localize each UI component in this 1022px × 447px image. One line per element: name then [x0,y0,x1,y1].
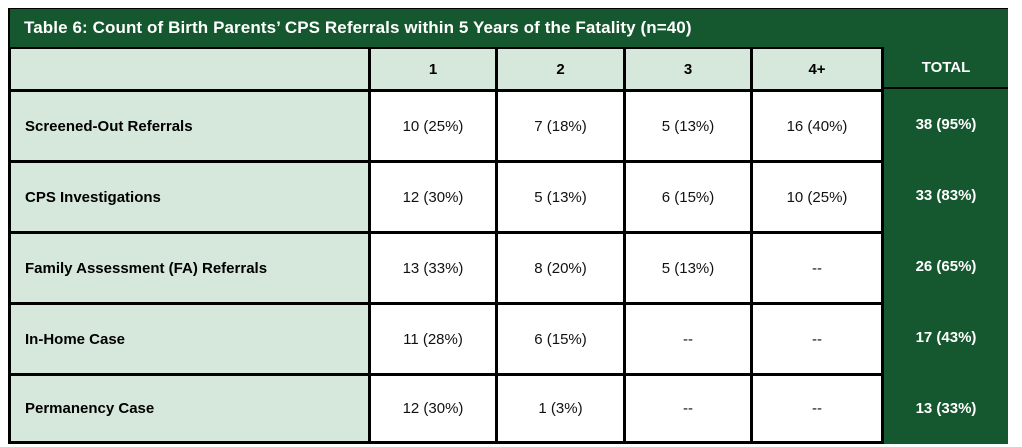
total-cell: 33 (83%) [884,160,1008,231]
row-label-permanency-case: Permanency Case [8,373,371,444]
table-title: Table 6: Count of Birth Parents’ CPS Ref… [8,8,1008,47]
data-cell: 11 (28%) [371,302,498,373]
data-cell: 13 (33%) [371,231,498,302]
cps-referrals-table: Table 6: Count of Birth Parents’ CPS Ref… [8,8,1008,444]
column-header-total: TOTAL [884,47,1008,89]
column-header-1: 1 [371,47,498,89]
row-label-cps-investigations: CPS Investigations [8,160,371,231]
data-cell: 6 (15%) [626,160,753,231]
data-cell: -- [626,373,753,444]
data-cell: 16 (40%) [753,89,884,160]
data-cell: -- [753,231,884,302]
total-cell: 38 (95%) [884,89,1008,160]
header-blank-cell [8,47,371,89]
data-cell: 12 (30%) [371,160,498,231]
data-cell: 12 (30%) [371,373,498,444]
data-cell: 5 (13%) [626,231,753,302]
data-cell: 6 (15%) [498,302,626,373]
data-cell: 1 (3%) [498,373,626,444]
data-cell: -- [626,302,753,373]
data-cell: -- [753,373,884,444]
row-label-family-assessment-referrals: Family Assessment (FA) Referrals [8,231,371,302]
column-header-4plus: 4+ [753,47,884,89]
data-cell: -- [753,302,884,373]
data-cell: 5 (13%) [498,160,626,231]
total-cell: 26 (65%) [884,231,1008,302]
column-header-3: 3 [626,47,753,89]
total-cell: 13 (33%) [884,373,1008,444]
data-cell: 5 (13%) [626,89,753,160]
data-cell: 10 (25%) [371,89,498,160]
data-cell: 10 (25%) [753,160,884,231]
column-header-2: 2 [498,47,626,89]
data-cell: 7 (18%) [498,89,626,160]
data-cell: 8 (20%) [498,231,626,302]
row-label-screened-out-referrals: Screened-Out Referrals [8,89,371,160]
row-label-in-home-case: In-Home Case [8,302,371,373]
total-cell: 17 (43%) [884,302,1008,373]
